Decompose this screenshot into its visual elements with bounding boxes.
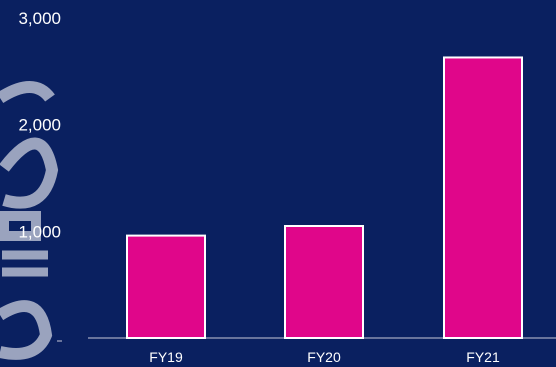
watermark-logo [0,81,59,360]
axis-layer: 1,000 2,000 3,000 [18,9,556,342]
y-tick-label: 1,000 [18,222,61,241]
y-tick-label: 3,000 [18,9,61,28]
labels-layer: FY19 FY20 FY21 [149,349,500,365]
x-tick-label: FY20 [307,349,341,365]
bar-fy20 [284,225,364,339]
x-tick-label: FY19 [149,349,183,365]
x-tick-label: FY21 [466,349,500,365]
bar-fy21 [443,56,523,339]
bar-fy19 [126,234,206,340]
y-tick-label: 2,000 [18,116,61,135]
bars-layer [126,56,523,340]
